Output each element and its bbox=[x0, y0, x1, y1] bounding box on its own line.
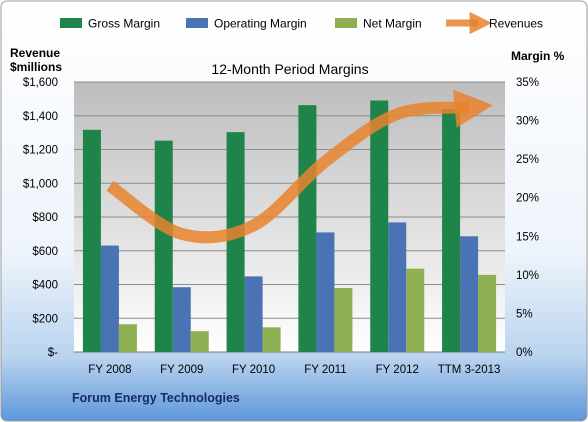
left-tick-label: $1,600 bbox=[23, 77, 58, 89]
legend-label-gross-margin: Gross Margin bbox=[88, 17, 160, 31]
chart-title: 12-Month Period Margins bbox=[211, 61, 368, 77]
bar-net-margin bbox=[334, 287, 353, 352]
right-axis-label: Margin % bbox=[511, 49, 565, 63]
bar-net-margin bbox=[190, 331, 209, 352]
legend-swatch-gross-margin bbox=[60, 18, 82, 28]
left-axis-label-line1: Revenue bbox=[10, 46, 60, 60]
x-tick-label: FY 2009 bbox=[160, 364, 203, 376]
right-tick-label: 15% bbox=[516, 231, 539, 243]
bar-operating-margin bbox=[244, 276, 263, 352]
left-tick-label: $600 bbox=[32, 246, 58, 258]
bar-gross-margin bbox=[442, 109, 461, 352]
right-tick-label: 30% bbox=[516, 116, 539, 128]
right-tick-label: 35% bbox=[516, 77, 539, 89]
right-tick-label: 5% bbox=[516, 308, 533, 320]
x-tick-label: TTM 3-2013 bbox=[438, 364, 501, 376]
left-tick-label: $200 bbox=[32, 313, 58, 325]
grid-lines bbox=[74, 81, 505, 353]
x-tick-label: FY 2012 bbox=[376, 364, 419, 376]
bar-operating-margin bbox=[460, 236, 479, 352]
left-tick-label: $800 bbox=[32, 212, 58, 224]
x-tick-label: FY 2010 bbox=[232, 364, 275, 376]
right-axis-ticks: 0% 5% 10% 15% 20% 25% 30% 35% bbox=[516, 77, 539, 359]
right-tick-label: 20% bbox=[516, 193, 539, 205]
bar-operating-margin bbox=[100, 245, 119, 352]
left-tick-label: $400 bbox=[32, 280, 58, 292]
bar-gross-margin bbox=[298, 105, 317, 353]
bar-operating-margin bbox=[172, 287, 191, 352]
right-tick-label: 25% bbox=[516, 154, 539, 166]
legend-label-revenues: Revenues bbox=[489, 17, 543, 31]
bar-gross-margin bbox=[370, 100, 389, 352]
bar-operating-margin bbox=[316, 232, 335, 352]
bar-gross-margin bbox=[82, 129, 101, 352]
bar-net-margin bbox=[118, 324, 137, 352]
legend-swatch-operating-margin bbox=[186, 18, 208, 28]
bar-net-margin bbox=[406, 268, 425, 352]
revenue-line bbox=[106, 89, 493, 244]
x-tick-label: FY 2011 bbox=[304, 364, 346, 376]
legend: Gross Margin Operating Margin Net Margin… bbox=[60, 11, 543, 35]
right-tick-label: 0% bbox=[516, 347, 533, 359]
left-tick-label: $1,000 bbox=[23, 178, 58, 190]
legend-label-net-margin: Net Margin bbox=[363, 17, 422, 31]
left-axis-label-line2: $millions bbox=[10, 60, 62, 74]
bars bbox=[82, 100, 497, 353]
bar-operating-margin bbox=[388, 222, 407, 352]
left-tick-label: $1,200 bbox=[23, 145, 58, 157]
revenue-line-layer bbox=[106, 89, 493, 244]
bar-gross-margin bbox=[154, 140, 173, 352]
bar-net-margin bbox=[478, 274, 497, 352]
left-axis-ticks: $- $200 $400 $600 $800 $1,000 $1,200 $1,400 $1,6… bbox=[23, 77, 58, 359]
legend-swatch-net-margin bbox=[335, 18, 357, 28]
company-name: Forum Energy Technologies bbox=[72, 391, 240, 405]
x-tick-label: FY 2008 bbox=[88, 364, 131, 376]
legend-label-operating-margin: Operating Margin bbox=[214, 17, 307, 31]
bar-net-margin bbox=[262, 327, 281, 352]
right-tick-label: 10% bbox=[516, 270, 539, 282]
left-tick-label: $1,400 bbox=[23, 111, 58, 123]
bar-gross-margin bbox=[226, 132, 245, 352]
left-tick-label: $- bbox=[48, 347, 58, 359]
x-axis-ticks: FY 2008 FY 2009 FY 2010 FY 2011 FY 2012 TTM 3… bbox=[88, 364, 500, 376]
